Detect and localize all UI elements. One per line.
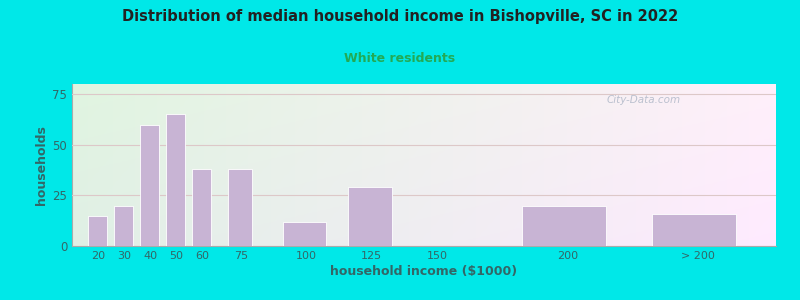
Bar (229, 169, 253, 246)
Bar (140, 124, 159, 246)
Bar (88, 216, 107, 246)
Bar (283, 222, 326, 246)
Bar (114, 206, 133, 246)
Text: Distribution of median household income in Bishopville, SC in 2022: Distribution of median household income … (122, 9, 678, 24)
Bar (348, 187, 391, 246)
Bar (192, 169, 211, 246)
X-axis label: household income ($1000): household income ($1000) (330, 265, 518, 278)
Text: White residents: White residents (345, 52, 455, 65)
Bar (652, 214, 736, 246)
Bar (166, 114, 185, 246)
Y-axis label: households: households (35, 125, 48, 205)
Text: City-Data.com: City-Data.com (607, 95, 681, 105)
Bar (522, 206, 606, 246)
